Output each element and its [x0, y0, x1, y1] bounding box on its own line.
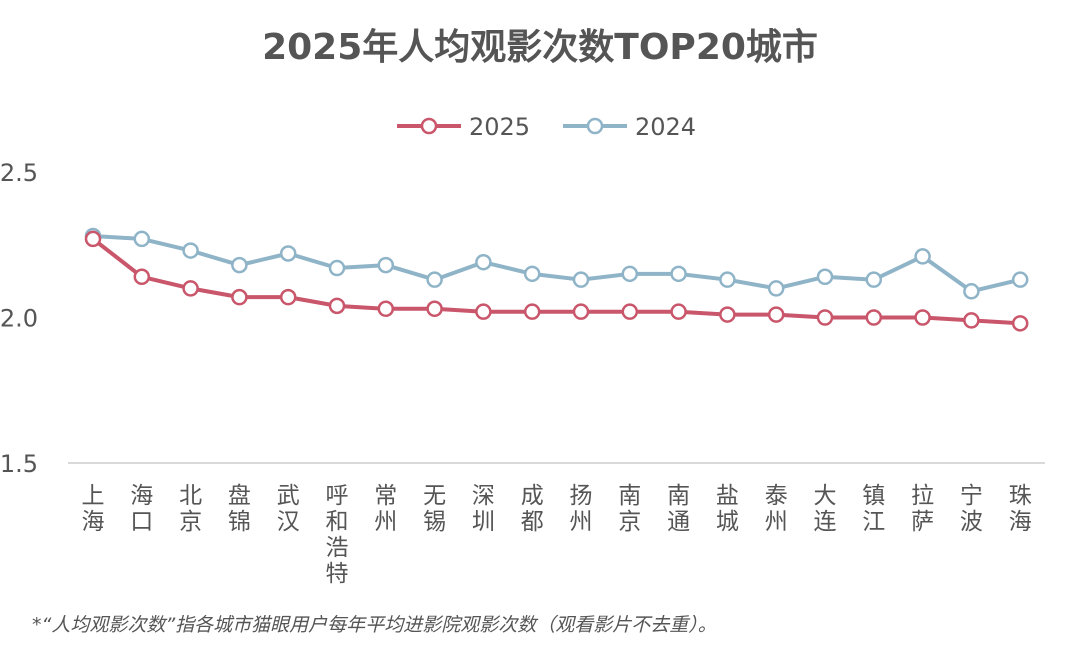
- x-tick-label: 泰州: [765, 483, 788, 535]
- data-point-2024: [231, 256, 248, 274]
- data-point-2025: [572, 303, 590, 320]
- data-point-2024: [328, 259, 346, 277]
- data-point-2025: [865, 309, 883, 326]
- x-tick-label: 常州: [374, 483, 397, 535]
- data-point-2024: [670, 265, 687, 283]
- data-point-2025: [670, 303, 687, 320]
- x-tick-label: 珠海: [1009, 483, 1032, 535]
- x-tick-label: 海口: [130, 483, 153, 535]
- x-tick-label: 呼和浩特: [326, 483, 349, 587]
- data-point-2025: [816, 309, 834, 326]
- x-tick-label: 镇江: [862, 483, 885, 535]
- data-point-2025: [182, 280, 199, 297]
- legend-item-2025: 2025: [397, 113, 530, 141]
- legend-marker: [586, 117, 604, 135]
- x-tick-label: 南通: [667, 483, 690, 535]
- data-point-2024: [767, 280, 785, 297]
- data-point-2025: [133, 268, 151, 286]
- data-point-2024: [816, 268, 834, 286]
- data-point-2025: [279, 288, 297, 306]
- data-point-2025: [523, 303, 541, 320]
- data-point-2024: [914, 248, 931, 265]
- x-tick-label: 扬州: [570, 483, 593, 535]
- data-point-2025: [231, 288, 248, 306]
- footnote: *“人均观影次数”指各城市猫眼用户每年平均进影院观影次数（观看影片不去重）。: [32, 614, 717, 636]
- x-tick-label: 无锡: [423, 483, 446, 535]
- x-tick-label: 盐城: [716, 483, 739, 535]
- x-tick-label: 宁波: [960, 483, 983, 535]
- x-tick-label: 南京: [618, 483, 641, 535]
- data-point-2024: [865, 271, 883, 288]
- x-tick-label: 拉萨: [911, 483, 934, 535]
- x-tick-label: 深圳: [472, 483, 495, 535]
- data-point-2024: [475, 253, 492, 271]
- data-point-2025: [719, 306, 736, 323]
- data-point-2024: [182, 242, 199, 259]
- data-point-2024: [621, 265, 639, 283]
- data-point-2025: [914, 309, 931, 326]
- data-point-2025: [84, 230, 102, 248]
- x-tick-label: 北京: [179, 483, 202, 535]
- legend-marker: [420, 117, 438, 135]
- legend-label: 2025: [469, 113, 530, 141]
- data-point-2025: [475, 303, 492, 320]
- x-tick-label: 武汉: [277, 483, 300, 535]
- x-tick-label: 盘锦: [228, 483, 251, 535]
- x-tick-label: 上海: [82, 483, 105, 535]
- data-point-2025: [377, 300, 395, 318]
- y-tick-label: 2.0: [0, 305, 38, 333]
- data-point-2025: [1011, 315, 1029, 332]
- data-point-2024: [523, 265, 541, 283]
- legend-label: 2024: [635, 113, 696, 141]
- data-point-2024: [133, 230, 151, 248]
- legend-item-2024: 2024: [563, 113, 696, 141]
- data-point-2024: [279, 245, 297, 262]
- data-point-2025: [767, 306, 785, 323]
- data-point-2024: [1011, 271, 1029, 288]
- data-point-2025: [328, 297, 346, 315]
- data-point-2024: [572, 271, 590, 288]
- data-point-2025: [963, 312, 980, 329]
- data-point-2025: [621, 303, 639, 320]
- x-tick-label: 成都: [521, 483, 544, 535]
- data-point-2024: [426, 271, 443, 288]
- y-tick-label: 1.5: [0, 450, 38, 478]
- data-point-2024: [963, 283, 980, 300]
- data-point-2025: [426, 300, 443, 318]
- y-tick-label: 2.5: [0, 159, 38, 187]
- x-tick-label: 大连: [814, 483, 837, 535]
- chart-title: 2025年人均观影次数TOP20城市: [262, 27, 818, 68]
- data-point-2024: [719, 271, 736, 288]
- data-point-2024: [377, 256, 395, 274]
